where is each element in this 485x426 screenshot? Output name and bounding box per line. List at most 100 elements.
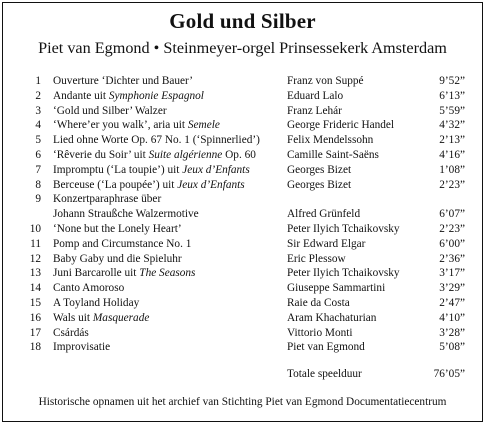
total-value: 76’05” xyxy=(433,368,465,380)
footer-note: Historische opnamen uit het archief van … xyxy=(38,396,447,408)
track-title-italic-part: Suite algérienne xyxy=(148,148,223,161)
track-composer: George Frideric Handel xyxy=(287,119,395,132)
track-row: 16 Wals uit Masquerade Aram Khachaturian 4’… xyxy=(3,311,482,326)
track-title-italic-part: Symphonie Espagnol xyxy=(108,89,204,102)
track-title: Pomp and Circumstance No. 1 xyxy=(53,237,191,252)
track-duration: 2’36” xyxy=(439,252,465,265)
track-title: ‘None but the Lonely Heart’ xyxy=(53,222,182,237)
track-row: 8 Berceuse (‘La poupée’) uit Jeux d’Enfan… xyxy=(3,178,482,193)
track-row: 10 ‘None but the Lonely Heart’ Peter Ilyic… xyxy=(3,222,482,237)
track-title-part: Andante uit xyxy=(53,89,109,102)
track-duration: 6’07” xyxy=(439,208,465,221)
track-composer: Eric Plessow xyxy=(287,252,346,265)
track-number: 15 xyxy=(29,296,41,309)
album-title: Gold und Silber xyxy=(169,9,316,33)
track-composer: Georges Bizet xyxy=(287,163,352,176)
track-title: Berceuse (‘La poupée’) uit Jeux d’Enfant… xyxy=(53,178,245,193)
track-row: 12 Baby Gaby und die Spieluhr Eric Plessow… xyxy=(3,252,482,267)
track-row: 11 Pomp and Circumstance No. 1 Sir Edward … xyxy=(3,237,482,252)
track-row: 14 Canto Amoroso Giuseppe Sammartini 3’29” xyxy=(3,281,482,296)
track-title-part: ‘None but the Lonely Heart’ xyxy=(53,222,182,235)
track-title-part: Baby Gaby und die Spieluhr xyxy=(53,252,182,265)
track-title: Ouverture ‘Dichter und Bauer’ xyxy=(53,74,193,89)
track-title: ‘Gold und Silber’ Walzer xyxy=(53,104,167,119)
track-number: 2 xyxy=(35,89,41,102)
track-composer: Sir Edward Elgar xyxy=(287,237,366,250)
track-row: 9 Konzertparaphrase über xyxy=(3,192,482,207)
track-title: Wals uit Masquerade xyxy=(53,311,149,326)
track-title-part: Johann Straußche Walzermotive xyxy=(53,208,199,221)
track-duration: 4’10” xyxy=(439,311,465,324)
track-row: 5 Lied ohne Worte Op. 67 No. 1 (‘Spinnerl… xyxy=(3,133,482,148)
track-duration: 3’17” xyxy=(439,267,465,280)
track-number: 13 xyxy=(29,267,41,280)
track-row: 3 ‘Gold und Silber’ Walzer Franz Lehár 5’59… xyxy=(3,104,482,119)
track-title-part: Wals uit xyxy=(53,311,93,324)
track-composer: Alfred Grünfeld xyxy=(287,208,361,221)
track-title-part: Impromptu (‘La toupie’) uit xyxy=(53,163,183,176)
track-duration: 4’16” xyxy=(439,148,465,161)
track-title: Csárdás xyxy=(53,326,89,341)
track-row: 7 Impromptu (‘La toupie’) uit Jeux d’Enfa… xyxy=(3,163,482,178)
track-title: ‘Rêverie du Soir’ uit Suite algérienne O… xyxy=(53,148,256,163)
track-title-part: Op. 60 xyxy=(222,148,256,161)
track-number: 18 xyxy=(29,341,41,354)
track-number: 12 xyxy=(29,252,41,265)
track-duration: 6’13” xyxy=(439,89,465,102)
track-composer: Felix Mendelssohn xyxy=(287,134,374,147)
track-title-italic-part: Jeux d’Enfants xyxy=(177,178,245,191)
track-number: 1 xyxy=(35,75,41,87)
album-subtitle: Piet van Egmond • Steinmeyer-orgel Prins… xyxy=(38,39,447,57)
track-title: A Toyland Holiday xyxy=(53,296,139,311)
track-number: 11 xyxy=(30,237,41,250)
track-number: 3 xyxy=(35,104,41,117)
track-row: 17 Csárdás Vittorio Monti 3’28” xyxy=(3,326,482,341)
track-number: 14 xyxy=(29,282,41,295)
track-duration: 3’29” xyxy=(439,282,465,295)
track-duration: 2’23” xyxy=(439,178,465,191)
track-number: 10 xyxy=(29,222,41,235)
track-duration: 6’00” xyxy=(439,237,465,250)
total-label: Totale speelduur xyxy=(287,368,362,380)
track-row: 15 A Toyland Holiday Raie da Costa 2’47” xyxy=(3,296,482,311)
track-duration: 5’59” xyxy=(439,104,465,117)
track-title: Andante uit Symphonie Espagnol xyxy=(53,89,204,104)
track-title-part: Konzertparaphrase über xyxy=(53,193,162,206)
track-duration: 9’52” xyxy=(439,75,465,87)
total-duration-row: Totale speelduur 76’05” xyxy=(3,367,482,382)
track-title-part: Csárdás xyxy=(53,326,89,339)
track-number: 7 xyxy=(35,163,41,176)
track-title-part: Improvisatie xyxy=(53,341,111,354)
track-row: 4 ‘Where’er you walk’, aria uit Semele Geo… xyxy=(3,118,482,133)
track-title-part: Canto Amoroso xyxy=(53,282,125,295)
track-title: Konzertparaphrase über xyxy=(53,192,161,207)
track-duration: 3’28” xyxy=(439,326,465,339)
track-duration: 5’08” xyxy=(439,341,465,354)
track-title-part: Lied ohne Worte Op. 67 No. 1 (‘Spinnerli… xyxy=(53,134,260,147)
track-composer: Vittorio Monti xyxy=(287,326,353,339)
track-title: Lied ohne Worte Op. 67 No. 1 (‘Spinnerli… xyxy=(53,133,260,148)
track-number: 4 xyxy=(35,119,41,132)
track-duration: 2’23” xyxy=(439,222,465,235)
track-composer: Camille Saint-Saëns xyxy=(287,148,379,161)
track-row: 1 Ouverture ‘Dichter und Bauer’ Franz von … xyxy=(3,74,482,89)
track-title-part: Pomp and Circumstance No. 1 xyxy=(53,237,192,250)
track-composer: Franz Lehár xyxy=(287,104,342,117)
track-row: 18 Improvisatie Piet van Egmond 5’08” xyxy=(3,340,482,355)
track-title: Improvisatie xyxy=(53,340,110,355)
track-title-italic-part: Semele xyxy=(187,119,220,132)
track-title-part: ‘Where’er you walk’, aria uit xyxy=(53,119,188,132)
track-composer: Georges Bizet xyxy=(287,178,352,191)
track-composer: Aram Khachaturian xyxy=(287,311,377,324)
track-composer: Peter Ilyich Tchaikovsky xyxy=(287,267,400,280)
track-duration: 1’08” xyxy=(439,163,465,176)
track-title-part: ‘Rêverie du Soir’ uit xyxy=(53,148,149,161)
track-duration: 2’47” xyxy=(439,296,465,309)
track-title-part: A Toyland Holiday xyxy=(53,296,140,309)
album-card: Gold und Silber Piet van Egmond • Steinm… xyxy=(2,2,483,422)
track-title-part: ‘Gold und Silber’ Walzer xyxy=(53,104,167,117)
track-number: 9 xyxy=(35,193,41,206)
track-composer: Giuseppe Sammartini xyxy=(287,282,386,295)
track-title-italic-part: Masquerade xyxy=(92,311,150,324)
track-composer: Eduard Lalo xyxy=(287,89,344,102)
